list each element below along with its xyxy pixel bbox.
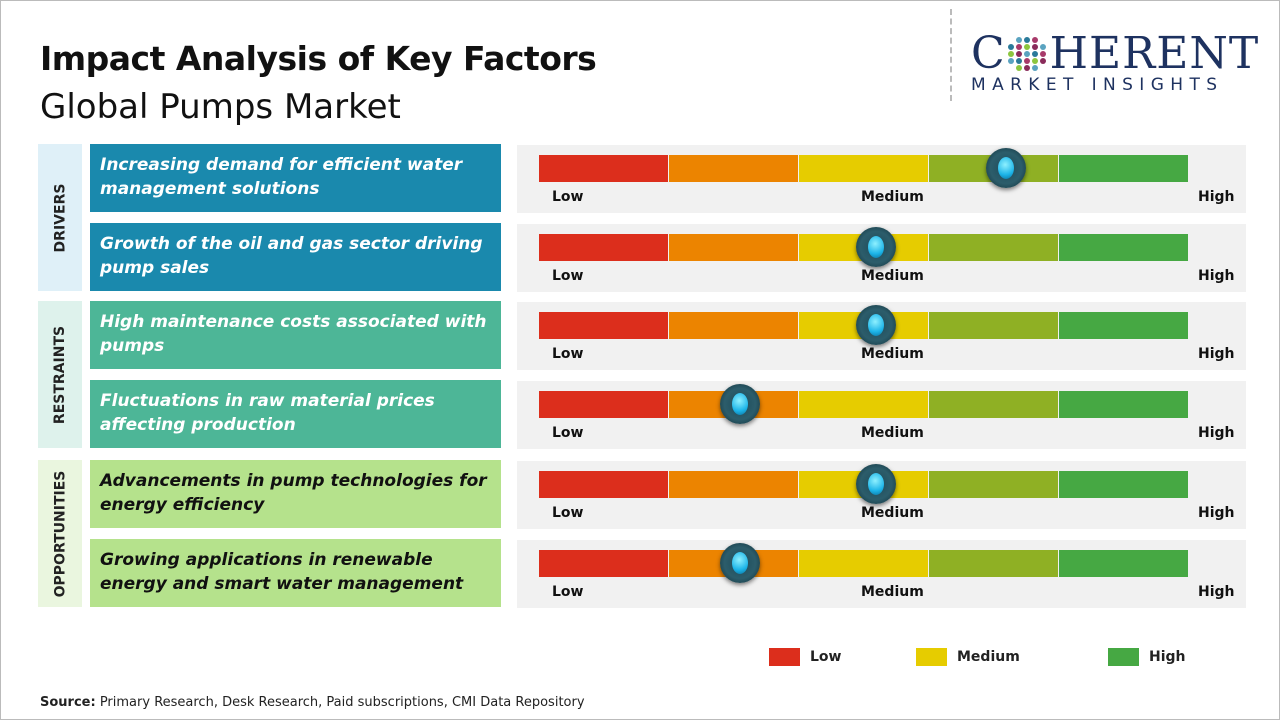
meter-segment <box>669 312 798 339</box>
meter-segment <box>929 550 1058 577</box>
medium-label: Medium <box>861 346 924 362</box>
meter-segment <box>1059 550 1188 577</box>
low-label: Low <box>552 346 584 362</box>
impact-meter: Low Medium High <box>517 381 1246 449</box>
factor-label: Increasing demand for efficient water ma… <box>90 144 501 212</box>
meter-segment <box>799 550 928 577</box>
legend-item: Medium <box>916 648 1020 666</box>
high-label: High <box>1198 505 1235 521</box>
meter-segment <box>539 391 668 418</box>
meter-segment <box>539 471 668 498</box>
low-label: Low <box>552 425 584 441</box>
meter-segment <box>1059 391 1188 418</box>
group-label-restraints: RESTRAINTS <box>38 301 82 448</box>
impact-indicator-knob <box>855 305 896 345</box>
impact-meter: Low Medium High <box>517 224 1246 292</box>
impact-meter: Low Medium High <box>517 461 1246 529</box>
factor-label: High maintenance costs associated with p… <box>90 301 501 369</box>
factor-label: Growing applications in renewable energy… <box>90 539 501 607</box>
high-label: High <box>1198 189 1235 205</box>
low-label: Low <box>552 189 584 205</box>
meter-segment <box>929 312 1058 339</box>
meter-segment <box>669 471 798 498</box>
high-label: High <box>1198 425 1235 441</box>
meter-segment <box>669 234 798 261</box>
legend-item: High <box>1108 648 1186 666</box>
high-label: High <box>1198 584 1235 600</box>
low-label: Low <box>552 268 584 284</box>
legend-label: High <box>1149 649 1186 665</box>
legend: Low Medium High <box>1 648 1280 668</box>
meter-segment <box>539 312 668 339</box>
low-label: Low <box>552 505 584 521</box>
factor-label: Advancements in pump technologies for en… <box>90 460 501 528</box>
impact-indicator-knob <box>855 227 896 267</box>
legend-swatch <box>1108 648 1139 666</box>
globe-dots-icon <box>1007 37 1048 71</box>
meter-segment <box>1059 155 1188 182</box>
meter-segment <box>929 471 1058 498</box>
page-subtitle: Global Pumps Market <box>40 87 401 127</box>
legend-swatch <box>769 648 800 666</box>
source-note: Source: Primary Research, Desk Research,… <box>40 695 585 710</box>
source-text: Primary Research, Desk Research, Paid su… <box>95 695 585 710</box>
group-label-text: DRIVERS <box>52 183 68 252</box>
high-label: High <box>1198 346 1235 362</box>
group-label-text: RESTRAINTS <box>52 325 68 424</box>
low-label: Low <box>552 584 584 600</box>
meter-segment <box>539 234 668 261</box>
legend-swatch <box>916 648 947 666</box>
company-logo: C HERENT MARKET INSIGHTS <box>971 28 1261 96</box>
source-label: Source: <box>40 695 96 710</box>
group-label-opportunities: OPPORTUNITIES <box>38 460 82 607</box>
logo-divider <box>950 9 952 101</box>
high-label: High <box>1198 268 1235 284</box>
meter-segment <box>1059 234 1188 261</box>
impact-indicator-knob <box>719 384 760 424</box>
meter-segment <box>929 234 1058 261</box>
legend-item: Low <box>769 648 841 666</box>
group-label-text: OPPORTUNITIES <box>52 470 69 597</box>
impact-indicator-knob <box>719 543 760 583</box>
meter-segment <box>1059 471 1188 498</box>
page-title: Impact Analysis of Key Factors <box>40 39 597 78</box>
impact-indicator-knob <box>855 464 896 504</box>
factor-label: Growth of the oil and gas sector driving… <box>90 223 501 291</box>
meter-segment <box>539 550 668 577</box>
legend-label: Low <box>810 649 842 665</box>
meter-segment <box>799 391 928 418</box>
medium-label: Medium <box>861 505 924 521</box>
meter-segment <box>539 155 668 182</box>
meter-segment <box>799 155 928 182</box>
medium-label: Medium <box>861 584 924 600</box>
medium-label: Medium <box>861 268 924 284</box>
impact-meter: Low Medium High <box>517 540 1246 608</box>
meter-segment <box>1059 312 1188 339</box>
medium-label: Medium <box>861 425 924 441</box>
meter-segment <box>929 391 1058 418</box>
logo-wordmark: C HERENT <box>971 28 1260 79</box>
logo-tagline: MARKET INSIGHTS <box>971 75 1224 95</box>
factor-label: Fluctuations in raw material prices affe… <box>90 380 501 448</box>
group-label-drivers: DRIVERS <box>38 144 82 291</box>
impact-indicator-knob <box>985 148 1026 188</box>
medium-label: Medium <box>861 189 924 205</box>
impact-meter: Low Medium High <box>517 145 1246 213</box>
legend-label: Medium <box>957 649 1020 665</box>
meter-segment <box>669 155 798 182</box>
impact-meter: Low Medium High <box>517 302 1246 370</box>
